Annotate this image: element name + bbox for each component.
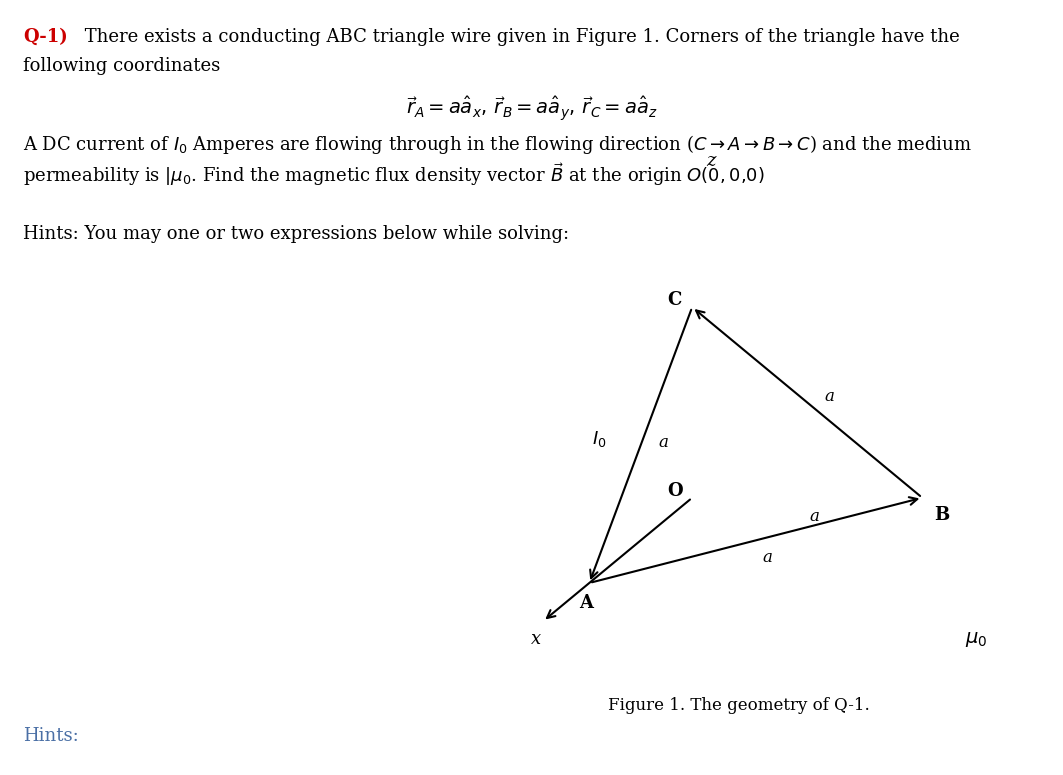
Text: O: O (668, 481, 684, 500)
Text: There exists a conducting ABC triangle wire given in Figure 1. Corners of the tr: There exists a conducting ABC triangle w… (79, 28, 960, 46)
Text: a: a (763, 549, 773, 567)
Text: $\mu_0$: $\mu_0$ (964, 630, 988, 649)
Text: C: C (668, 291, 682, 309)
Text: permeability is $|\mu_0$. Find the magnetic flux density vector $\vec{B}$ at the: permeability is $|\mu_0$. Find the magne… (23, 161, 765, 188)
Text: z: z (706, 153, 715, 170)
Text: following coordinates: following coordinates (23, 57, 221, 74)
Text: $\vec{r}_A = a\hat{a}_x,\, \vec{r}_B = a\hat{a}_y,\, \vec{r}_C = a\hat{a}_z$: $\vec{r}_A = a\hat{a}_x,\, \vec{r}_B = a… (406, 95, 657, 123)
Text: a: a (658, 434, 668, 451)
Text: Figure 1. The geometry of Q-1.: Figure 1. The geometry of Q-1. (608, 698, 870, 715)
Text: A DC current of $I_0$ Amperes are flowing through in the flowing direction ($C \: A DC current of $I_0$ Amperes are flowin… (23, 133, 973, 157)
Text: a: a (825, 388, 834, 405)
Text: A: A (579, 594, 593, 612)
Text: Hints:: Hints: (23, 727, 79, 745)
Text: a: a (809, 508, 819, 525)
Text: $I_0$: $I_0$ (592, 429, 606, 449)
Text: Hints: You may one or two expressions below while solving:: Hints: You may one or two expressions be… (23, 225, 570, 243)
Text: x: x (532, 629, 541, 648)
Text: Q-1): Q-1) (23, 28, 68, 46)
Text: B: B (934, 506, 949, 524)
